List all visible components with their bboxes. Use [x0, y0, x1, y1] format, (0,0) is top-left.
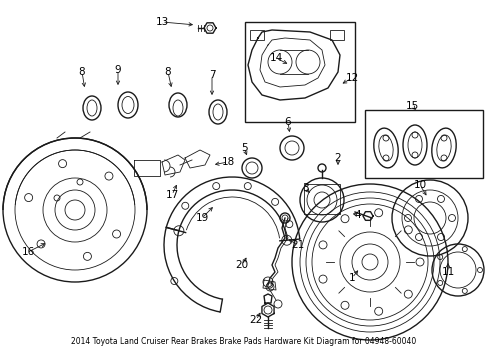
- Text: 11: 11: [441, 267, 454, 277]
- Text: 19: 19: [195, 213, 208, 223]
- Text: 17: 17: [165, 190, 178, 200]
- Text: 15: 15: [405, 101, 418, 111]
- Text: 9: 9: [115, 65, 121, 75]
- Text: 7: 7: [208, 70, 215, 80]
- Text: 20: 20: [235, 260, 248, 270]
- Text: 13: 13: [155, 17, 168, 27]
- Text: 22: 22: [249, 315, 262, 325]
- Text: 8: 8: [79, 67, 85, 77]
- Bar: [244, 22, 354, 122]
- Text: 5: 5: [240, 143, 247, 153]
- Bar: [249, 30, 264, 40]
- Text: 14: 14: [269, 53, 282, 63]
- Text: 3: 3: [301, 183, 307, 193]
- Text: 16: 16: [21, 247, 35, 257]
- Text: 6: 6: [284, 117, 291, 127]
- Bar: [304, 184, 339, 214]
- Text: 1: 1: [348, 273, 355, 283]
- Text: 2: 2: [334, 153, 341, 163]
- Text: 10: 10: [412, 180, 426, 190]
- Bar: [364, 110, 482, 178]
- Text: 18: 18: [221, 157, 234, 167]
- Text: 12: 12: [345, 73, 358, 83]
- Text: 8: 8: [164, 67, 171, 77]
- Text: 2014 Toyota Land Cruiser Rear Brakes Brake Pads Hardware Kit Diagram for 04948-6: 2014 Toyota Land Cruiser Rear Brakes Bra…: [71, 338, 416, 346]
- Text: 4: 4: [354, 210, 361, 220]
- Text: 21: 21: [291, 240, 304, 250]
- Bar: [329, 30, 343, 40]
